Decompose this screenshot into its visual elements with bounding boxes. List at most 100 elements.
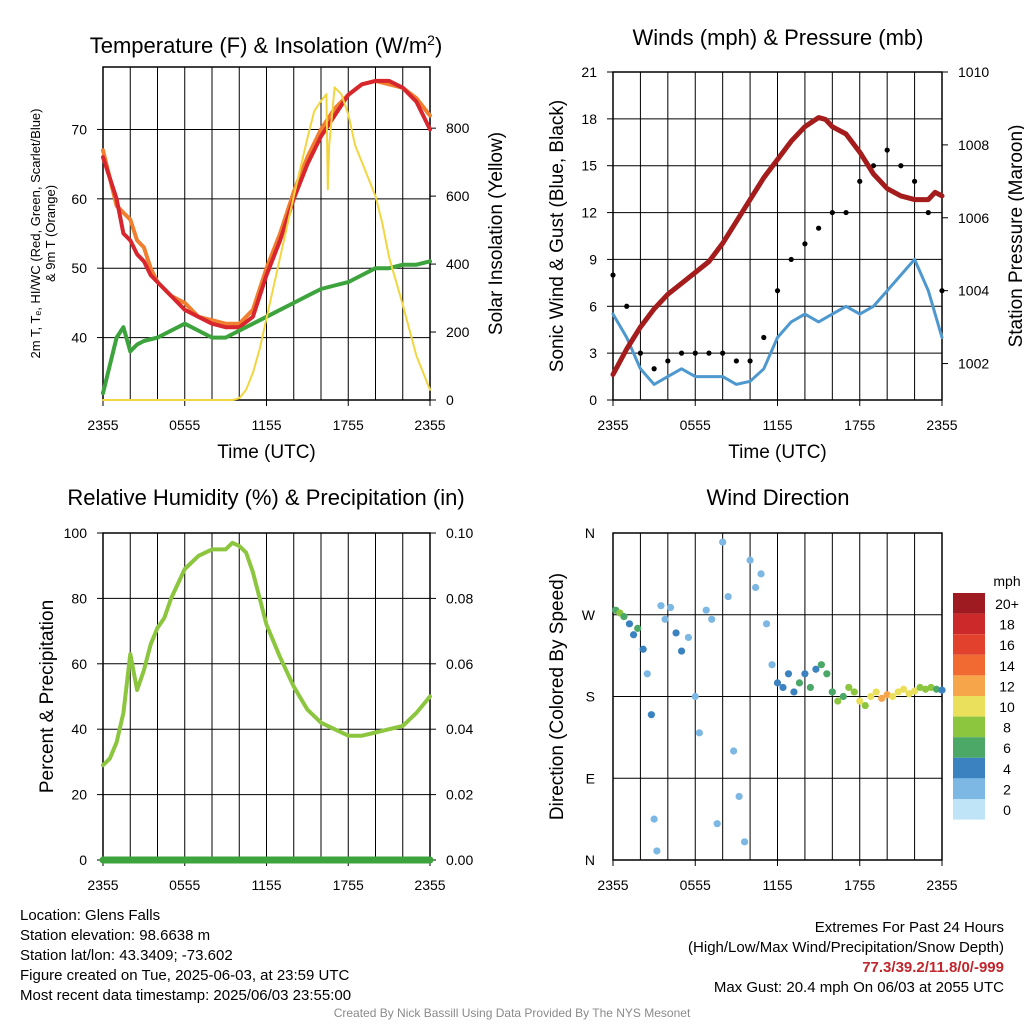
x-tick-label: 1755 (844, 417, 875, 433)
y-axis-label: & 9m T (Orange) (43, 185, 58, 282)
y-tick-label: 21 (581, 64, 597, 80)
series-line (101, 78, 432, 330)
legend-label: 6 (1003, 740, 1011, 756)
y2-tick-label: 0.00 (446, 852, 473, 868)
legend-swatch (953, 778, 985, 799)
data-point (692, 350, 698, 356)
data-point (746, 556, 754, 564)
credit-text: Created By Nick Bassill Using Data Provi… (333, 1006, 691, 1020)
legend-swatch (953, 613, 985, 635)
y2-axis-label: Solar Insolation (Yellow) (486, 132, 507, 335)
x-tick-label: 1155 (762, 877, 792, 893)
y2-tick-label: 400 (446, 256, 470, 272)
data-point (834, 697, 842, 705)
station-info: Location: Glens Falls Station elevation:… (20, 906, 351, 1006)
series-line (101, 259, 432, 396)
chart-title: Relative Humidity (%) & Precipitation (i… (67, 485, 464, 510)
data-point (806, 683, 815, 692)
data-point (751, 583, 760, 592)
data-point (894, 688, 902, 696)
x-tick-label: 0555 (680, 417, 711, 433)
data-point (856, 697, 864, 705)
data-point (921, 685, 930, 693)
data-point (857, 178, 863, 184)
y-axis-label: 2m T, Tₑ, HI/WC (Red, Green, Scarlet/Blu… (28, 109, 43, 359)
y-axis-label: Direction (Colored By Speed) (547, 573, 568, 820)
data-point (735, 792, 743, 801)
series-line (611, 257, 944, 386)
data-point (761, 334, 767, 341)
y-tick-label: N (585, 852, 595, 868)
legend-label: 10 (999, 699, 1015, 715)
x-tick-label: 0555 (680, 877, 711, 893)
data-point (938, 686, 946, 694)
x-tick-label: 1755 (844, 877, 875, 893)
data-point (757, 570, 765, 578)
data-point (666, 603, 675, 612)
y-tick-label: N (585, 525, 595, 541)
data-point (939, 288, 945, 294)
y-tick-label: 60 (71, 656, 87, 672)
series-line (610, 115, 945, 377)
data-point (610, 272, 616, 278)
legend-label: 8 (1003, 720, 1011, 736)
extremes-values: 77.3/39.2/11.8/0/-999 (862, 959, 1004, 976)
data-point (661, 615, 669, 623)
max-gust-text: Max Gust: 20.4 mph On 06/03 at 2055 UTC (713, 979, 1004, 996)
x-tick-label: 2355 (597, 417, 628, 433)
legend-label: 2 (1003, 781, 1011, 797)
x-tick-label: 1755 (333, 417, 364, 433)
x-tick-label: 2355 (414, 877, 445, 893)
y-tick-label: 60 (71, 191, 87, 207)
data-point (823, 670, 831, 678)
data-point (784, 670, 793, 678)
y-tick-label: 18 (581, 111, 597, 127)
data-point (713, 820, 721, 828)
legend-label: 20+ (995, 596, 1019, 612)
chart-title: Wind Direction (706, 485, 849, 510)
y-tick-label: 80 (71, 590, 87, 606)
data-point (817, 661, 825, 669)
data-point (651, 366, 657, 372)
data-point (889, 692, 897, 701)
data-point (768, 661, 776, 669)
data-point (790, 688, 798, 696)
data-point (724, 592, 732, 601)
legend-label: 4 (1003, 761, 1011, 777)
x-tick-label: 1155 (251, 417, 281, 433)
data-point (719, 538, 727, 546)
data-point (629, 631, 638, 639)
y2-tick-label: 800 (446, 120, 470, 136)
x-tick-label: 0555 (169, 877, 200, 893)
y2-tick-label: 1006 (958, 210, 989, 226)
y-tick-label: 40 (71, 721, 87, 737)
legend-label: 16 (999, 637, 1015, 653)
data-point (637, 350, 644, 356)
y-tick-label: 100 (64, 525, 88, 541)
data-point (639, 645, 647, 653)
y-tick-label: W (582, 607, 596, 623)
y-tick-label: 6 (589, 298, 597, 314)
data-point (647, 711, 655, 719)
created-text: Figure created on Tue, 2025-06-03, at 23… (20, 967, 350, 984)
data-point (916, 683, 924, 692)
y-tick-label: S (586, 689, 595, 705)
data-point (677, 647, 686, 655)
data-point (657, 602, 665, 610)
data-point (816, 225, 822, 231)
series-line (102, 86, 431, 401)
y-tick-label: 40 (71, 330, 87, 346)
data-point (861, 701, 869, 710)
extremes-title: Extremes For Past 24 Hours (814, 919, 1004, 936)
data-point (650, 815, 658, 823)
legend-swatch (953, 634, 985, 655)
x-tick-label: 2355 (597, 877, 628, 893)
data-point (788, 256, 794, 263)
data-point (927, 683, 935, 692)
y2-tick-label: 1010 (958, 64, 989, 80)
data-point (702, 606, 710, 614)
data-point (812, 665, 820, 673)
y2-tick-label: 1002 (958, 356, 989, 372)
legend-swatch (953, 593, 985, 614)
legend-swatch (953, 675, 985, 696)
